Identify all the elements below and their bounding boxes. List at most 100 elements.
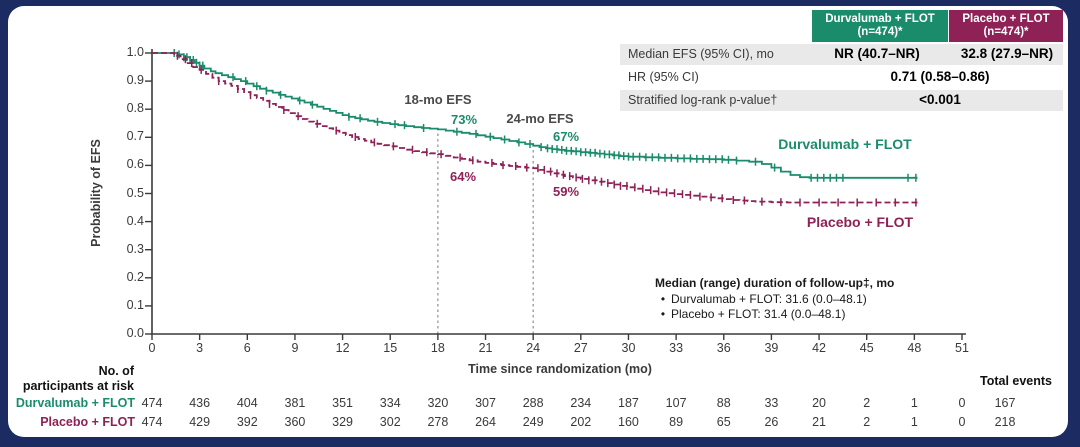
x-tick-label: 48 — [907, 341, 922, 355]
stats-label-median-efs: Median EFS (95% CI), mo — [628, 47, 774, 61]
y-tick-label: 0.4 — [126, 213, 144, 228]
risk-table-header-line2: participants at risk — [22, 379, 134, 393]
x-tick-label: 12 — [335, 341, 350, 355]
risk-count-placebo: 474 — [141, 415, 163, 429]
risk-count-durvalumab: 33 — [764, 396, 779, 410]
risk-count-durvalumab: 288 — [522, 396, 544, 410]
x-tick-label: 18 — [430, 341, 445, 355]
risk-table-header: No. of participants at risk — [4, 364, 134, 394]
risk-count-placebo: 329 — [332, 415, 353, 429]
y-tick-label: 0.3 — [126, 241, 144, 256]
risk-count-placebo: 2 — [863, 415, 871, 429]
followup-item-durvalumab-text: Durvalumab + FLOT: 31.6 (0.0–48.1) — [671, 292, 867, 306]
risk-count-durvalumab: 334 — [379, 396, 401, 410]
x-tick-label: 42 — [812, 341, 826, 355]
bullet-icon: • — [660, 292, 666, 306]
risk-count-placebo: 302 — [379, 415, 401, 429]
annotation-24mo-placebo-pct: 59% — [552, 184, 580, 199]
x-tick-label: 51 — [955, 341, 969, 355]
risk-count-placebo: 429 — [189, 415, 211, 429]
risk-count-durvalumab: 351 — [332, 396, 353, 410]
stats-row-hr: HR (95% CI) 0.71 (0.58–0.86) — [620, 67, 1063, 88]
risk-count-placebo: 360 — [284, 415, 306, 429]
x-tick-label: 21 — [478, 341, 493, 355]
stats-header-durvalumab-n: (n=474)* — [857, 26, 903, 38]
x-tick-label: 30 — [621, 341, 636, 355]
stats-row-pvalue: Stratified log-rank p-value† <0.001 — [620, 90, 1063, 111]
risk-row-label-durvalumab: Durvalumab + FLOT — [15, 396, 135, 410]
risk-count-placebo: 249 — [522, 415, 544, 429]
x-axis-title: Time since randomization (mo) — [468, 362, 652, 376]
x-tick-label: 24 — [526, 341, 541, 355]
risk-count-durvalumab: 404 — [236, 396, 258, 410]
stats-header-placebo: Placebo + FLOT (n=474)* — [949, 10, 1063, 42]
risk-table-header-line1: No. of — [98, 364, 134, 378]
x-tick-label: 45 — [859, 341, 874, 355]
stats-header-placebo-name: Placebo + FLOT — [962, 12, 1050, 25]
risk-count-placebo: 278 — [427, 415, 449, 429]
y-tick-label: 0.2 — [126, 269, 144, 284]
curve-label-placebo: Placebo + FLOT — [806, 214, 914, 230]
stats-row-median-efs: Median EFS (95% CI), mo NR (40.7–NR) 32.… — [620, 44, 1063, 65]
stats-label-hr: HR (95% CI) — [628, 70, 699, 84]
x-tick-label: 0 — [148, 341, 156, 355]
followup-note: Median (range) duration of follow-up‡, m… — [655, 276, 955, 322]
x-tick-label: 9 — [291, 341, 299, 355]
risk-count-durvalumab: 234 — [570, 396, 592, 410]
risk-count-durvalumab: 20 — [812, 396, 826, 410]
risk-count-placebo: 89 — [669, 415, 684, 429]
x-tick-label: 33 — [669, 341, 684, 355]
y-tick-label: 0.9 — [126, 73, 144, 88]
y-tick-label: 0.7 — [126, 129, 144, 144]
x-tick-label: 3 — [196, 341, 204, 355]
risk-count-durvalumab: 474 — [141, 396, 163, 410]
stats-header-placebo-n: (n=474)* — [983, 26, 1029, 38]
risk-count-placebo: 26 — [764, 415, 779, 429]
x-tick-label: 15 — [383, 341, 398, 355]
stats-value-pvalue: <0.001 — [919, 92, 961, 107]
risk-count-durvalumab: 2 — [863, 396, 871, 410]
stats-value-median-efs-placebo: 32.8 (27.9–NR) — [960, 46, 1054, 61]
annotation-18mo-durvalumab-pct: 73% — [450, 112, 478, 127]
risk-count-durvalumab: 0 — [958, 396, 966, 410]
y-axis-title: Probability of EFS — [89, 139, 103, 247]
risk-count-placebo: 264 — [475, 415, 496, 429]
risk-count-placebo: 202 — [570, 415, 592, 429]
x-tick-label: 36 — [716, 341, 731, 355]
risk-count-placebo: 0 — [958, 415, 966, 429]
y-tick-label: 0.1 — [126, 297, 144, 312]
stats-value-median-efs-durvalumab: NR (40.7–NR) — [834, 46, 920, 61]
risk-count-placebo: 1 — [910, 415, 918, 429]
y-tick-label: 0.0 — [126, 326, 144, 340]
followup-item-durvalumab: • Durvalumab + FLOT: 31.6 (0.0–48.1) — [655, 292, 955, 307]
risk-count-durvalumab: 381 — [284, 396, 306, 410]
y-tick-label: 0.5 — [126, 185, 144, 200]
total-events-header: Total events — [979, 374, 1053, 388]
risk-count-placebo: 65 — [716, 415, 731, 429]
bullet-icon: • — [660, 307, 666, 321]
followup-title: Median (range) duration of follow-up‡, m… — [655, 276, 895, 290]
stats-value-hr: 0.71 (0.58–0.86) — [890, 69, 990, 84]
risk-count-durvalumab: 107 — [665, 396, 687, 410]
followup-item-placebo-text: Placebo + FLOT: 31.4 (0.0–48.1) — [671, 307, 846, 321]
annotation-24mo-efs: 24-mo EFS — [506, 111, 574, 126]
risk-count-durvalumab: 88 — [716, 396, 731, 410]
stats-header-durvalumab-name: Durvalumab + FLOT — [825, 12, 935, 25]
risk-count-placebo: 21 — [812, 415, 826, 429]
stats-header-durvalumab: Durvalumab + FLOT (n=474)* — [812, 10, 948, 42]
risk-total-events-durvalumab: 167 — [994, 396, 1016, 410]
risk-count-durvalumab: 307 — [475, 396, 496, 410]
annotation-24mo-durvalumab-pct: 67% — [552, 129, 580, 144]
stats-label-pvalue: Stratified log-rank p-value† — [628, 93, 778, 107]
annotation-18mo-placebo-pct: 64% — [449, 169, 477, 184]
y-tick-label: 1.0 — [126, 45, 144, 59]
annotation-18mo-efs: 18-mo EFS — [404, 92, 472, 107]
risk-total-events-placebo: 218 — [994, 415, 1016, 429]
x-tick-label: 39 — [764, 341, 779, 355]
y-tick-label: 0.8 — [126, 101, 144, 116]
risk-count-durvalumab: 320 — [427, 396, 449, 410]
curve-label-durvalumab: Durvalumab + FLOT — [778, 136, 912, 152]
risk-count-durvalumab: 436 — [189, 396, 211, 410]
risk-count-placebo: 160 — [618, 415, 639, 429]
x-tick-label: 6 — [243, 341, 251, 355]
